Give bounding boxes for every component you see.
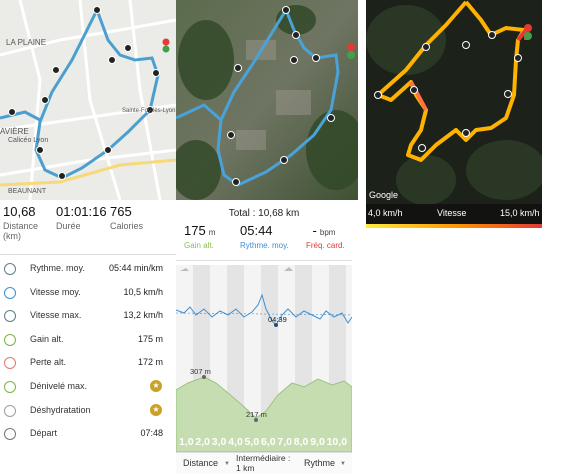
x-label: 2,0 [195, 436, 210, 448]
summary-unit: m [208, 228, 216, 237]
total: Total : 10,68 km [228, 208, 300, 219]
x-label: 9,0 [310, 436, 325, 448]
stat-value: 10,5 km/h [123, 286, 163, 297]
stat-label: Gain alt. [30, 333, 64, 344]
charts: 307 m 217 m 04:39 1,0 2,0 3,0 4,0 5,0 6,0 7,0 8… [176, 265, 352, 452]
middle-summary: Total : 10,68 km 175 m Gain alt. 05:44 Rythm… [176, 202, 352, 261]
stat-label: Rythme. moy. [30, 263, 85, 273]
x-label: 8,0 [294, 436, 309, 448]
x-label: 10,0 [327, 436, 348, 448]
stat-value: 07:48 [140, 428, 163, 439]
summary-label: Gain alt. [184, 241, 214, 250]
right-map [366, 0, 542, 228]
summary: 175 m Gain alt. 05:44 Rythme. moy. - bpm Fréq. … [176, 222, 352, 258]
summary-value: - [312, 223, 317, 238]
stat-label: Vitesse max. [30, 310, 82, 321]
map-label: Sainte-Foy-lès-Lyon [122, 108, 176, 114]
stat-label: Déshydratation [30, 404, 91, 415]
elev-max: 307 m [190, 367, 211, 376]
summary-value: 01:01:16 [56, 204, 107, 219]
elev-min: 217 m [246, 410, 267, 419]
toolbar-pace[interactable]: Rythme [304, 458, 336, 468]
toolbar-split[interactable]: Intermédiaire : 1 km [236, 453, 291, 473]
map-label: AVIÈRE [0, 127, 29, 136]
x-label: 1,0 [179, 436, 194, 448]
map-label: Calicéo Lyon [8, 137, 49, 144]
summary-value-row: 05:44 [240, 222, 296, 240]
summary-value: 765 [110, 204, 132, 219]
summary-label: Fréq. card. [306, 241, 345, 250]
stat-value: 172 m [137, 357, 163, 368]
summary-value-row: - bpm [296, 222, 352, 240]
stat-icon [4, 286, 16, 299]
summary: 10,68 Distance (km) 01:01:16 Durée 765 Calori… [0, 202, 176, 252]
google-logo: Google [369, 190, 399, 200]
dropdown-arrow: ▼ [224, 461, 230, 467]
summary-value: 10,68 [3, 204, 36, 219]
summary-value: 175 [184, 223, 206, 238]
legend-min: 4,0 km/h [368, 208, 403, 218]
x-label: 4,0 [228, 436, 243, 448]
toolbar: Distance ▼ Intermédiaire : 1 km Rythme ▼ [176, 452, 352, 474]
stat-icon [4, 404, 16, 417]
legend-max: 15,0 km/h [500, 208, 540, 218]
summary-label: Calories [110, 221, 144, 231]
premium-star: ★ [150, 380, 162, 392]
divider [0, 254, 176, 255]
summary-label: Distance (km) [3, 221, 39, 241]
summary-value: 05:44 [240, 223, 273, 238]
premium-star: ★ [150, 403, 162, 416]
summary-value-row: 175 m [184, 222, 240, 240]
map-label: BEAUNANT [8, 188, 47, 195]
map-label: LA PLAINE [6, 38, 47, 47]
stat-icon [4, 310, 16, 323]
stats-list: Rythme. moy. 05:44 min/km Vitesse moy. 10,5… [0, 257, 176, 474]
legend-label: Vitesse [437, 208, 467, 218]
stat-icon [4, 381, 16, 393]
pace-label: 04:39 [268, 315, 287, 324]
left-map [0, 0, 176, 200]
stat-label: Départ [30, 428, 58, 439]
x-label: 7,0 [277, 436, 292, 448]
stat-value: 175 m [137, 333, 163, 344]
x-label: 6,0 [261, 436, 276, 448]
toolbar-distance[interactable]: Distance [183, 458, 219, 468]
middle-map [176, 0, 358, 200]
summary-unit: bpm [319, 228, 336, 237]
stat-icon [4, 333, 16, 346]
x-label: 5,0 [245, 436, 260, 448]
stat-icon [4, 357, 16, 370]
x-label: 3,0 [212, 436, 227, 448]
stat-value: 13,2 km/h [123, 310, 163, 321]
stat-label: Vitesse moy. [30, 286, 81, 297]
dropdown-arrow: ▼ [340, 461, 346, 467]
stat-icon [4, 428, 16, 441]
summary-label: Durée [56, 221, 81, 231]
summary-label: Rythme. moy. [240, 241, 289, 250]
stat-label: Dénivelé max. [30, 381, 88, 391]
stat-value: 05:44 min/km [108, 263, 163, 273]
stat-icon [4, 263, 16, 275]
stat-label: Perte alt. [30, 357, 67, 368]
